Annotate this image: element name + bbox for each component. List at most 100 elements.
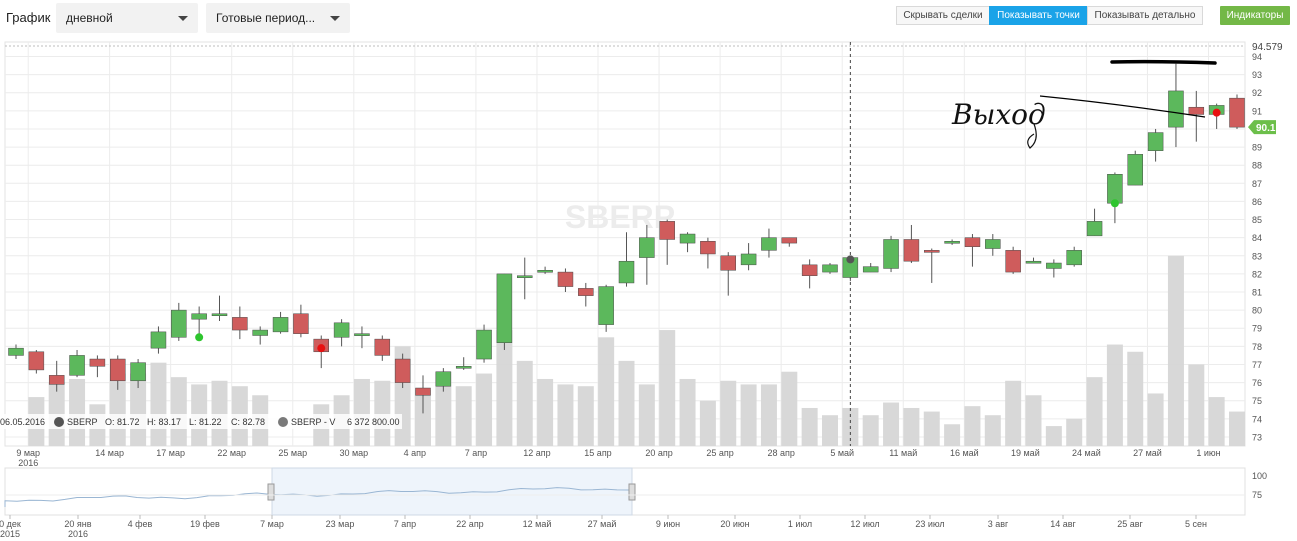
navigator-x-label: 27 май xyxy=(588,519,617,529)
navigator-y-label: 100 xyxy=(1252,471,1267,481)
navigator-year-label: 2016 xyxy=(68,529,88,539)
candle-body xyxy=(517,275,533,278)
candle-body xyxy=(415,387,431,396)
x-tick-label: 15 апр xyxy=(584,448,611,458)
candle-body xyxy=(903,239,920,262)
volume-bar xyxy=(1106,344,1123,446)
navigator-x-label: 20 июн xyxy=(720,519,749,529)
chevron-down-icon xyxy=(330,16,340,21)
candle-body xyxy=(822,264,838,273)
x-tick-label: 7 апр xyxy=(465,448,487,458)
x-tick-label: 14 мар xyxy=(95,448,124,458)
candle-body xyxy=(944,241,960,244)
y-tick-label: 80 xyxy=(1252,306,1262,316)
candle-body xyxy=(720,255,736,271)
volume-bar xyxy=(638,384,655,446)
navigator-right-handle xyxy=(628,483,636,501)
candle-body xyxy=(69,355,85,376)
show-detail-button[interactable]: Показывать детально xyxy=(1087,6,1203,25)
x-tick-label: 4 апр xyxy=(404,448,426,458)
ticker-dot-icon xyxy=(54,417,64,427)
candle-body xyxy=(435,371,452,387)
volume-bar xyxy=(1127,351,1144,446)
drawn-scribble xyxy=(1027,123,1037,149)
candle-body xyxy=(1127,154,1143,186)
volume-bar xyxy=(1167,255,1184,446)
x-tick-label: 12 апр xyxy=(523,448,550,458)
candle-body xyxy=(761,237,777,251)
info-bar-bg xyxy=(0,414,402,429)
volume-bar xyxy=(150,362,167,446)
volume-bar xyxy=(781,371,798,446)
candle-body xyxy=(578,288,594,296)
candle-body xyxy=(252,329,268,336)
navigator-x-label: 12 май xyxy=(523,519,552,529)
candle-body xyxy=(964,237,981,247)
x-tick-label: 9 мар xyxy=(16,448,40,458)
volume-bar xyxy=(1229,411,1245,446)
candle-body xyxy=(272,317,289,333)
volume-bar xyxy=(69,378,86,446)
info-bar: 06.05.2016 SBERP O: 81.72 H: 83.17 L: 81.22 C… xyxy=(0,414,402,429)
candle-body xyxy=(659,221,675,240)
signal-point xyxy=(1110,199,1119,208)
annotation-exit: Выход xyxy=(951,98,1046,131)
signal-point xyxy=(317,344,326,353)
x-tick-label: 27 май xyxy=(1133,448,1162,458)
candle-body xyxy=(191,313,207,320)
y-tick-label: 94 xyxy=(1252,52,1262,62)
y-tick-label: 93 xyxy=(1252,70,1262,80)
volume-bar xyxy=(618,360,635,446)
info-ticker: SBERP xyxy=(67,417,98,427)
y-tick-label: 91 xyxy=(1252,106,1262,116)
volume-bar xyxy=(659,330,676,446)
candle-body xyxy=(700,241,716,255)
candle-body xyxy=(740,253,757,266)
volume-bar xyxy=(699,400,716,446)
x-tick-label: 20 апр xyxy=(645,448,672,458)
volume-bar xyxy=(211,380,228,446)
info-volume-value: 6 372 800.00 xyxy=(347,417,400,427)
volume-bar xyxy=(374,380,391,446)
indicators-button[interactable]: Индикаторы xyxy=(1220,6,1290,25)
candle-body xyxy=(1147,132,1164,151)
y-tick-label: 89 xyxy=(1252,143,1262,153)
navigator-x-label: 23 мар xyxy=(326,519,355,529)
candle-body xyxy=(537,270,553,273)
volume-bar xyxy=(1086,377,1103,446)
current-price-tag xyxy=(1248,120,1276,135)
candle-body xyxy=(618,260,635,284)
navigator-series xyxy=(4,487,630,507)
volume-bar xyxy=(598,337,615,446)
volume-bar xyxy=(1005,380,1022,446)
candle-body xyxy=(862,266,879,273)
candle-body xyxy=(598,286,614,325)
candle-body xyxy=(557,271,574,287)
candle-body xyxy=(924,250,940,253)
volume-bar xyxy=(1066,418,1083,446)
candle-body xyxy=(639,237,655,258)
x-tick-label: 28 апр xyxy=(767,448,794,458)
period-select[interactable]: дневной xyxy=(56,3,198,33)
show-points-button[interactable]: Показывать точки xyxy=(989,6,1088,25)
y-tick-label: 87 xyxy=(1252,179,1262,189)
volume-bar xyxy=(964,406,981,446)
preset-select[interactable]: Готовые период... xyxy=(206,3,350,33)
x-tick-label: 30 мар xyxy=(339,448,368,458)
navigator-x-label: 1 июл xyxy=(788,519,812,529)
volume-bar xyxy=(883,402,900,446)
candle-body xyxy=(394,358,411,383)
volume-dot-icon xyxy=(278,417,288,427)
volume-bar xyxy=(476,373,493,446)
x-tick-label: 25 мар xyxy=(278,448,307,458)
navigator-x-label: 14 авг xyxy=(1050,519,1076,529)
candle-body xyxy=(1168,90,1184,128)
info-low: L: 81.22 xyxy=(189,417,222,427)
drawn-resistance-line xyxy=(1110,59,1217,65)
y-tick-label: 76 xyxy=(1252,378,1262,388)
volume-bar xyxy=(516,360,533,446)
volume-bar xyxy=(170,377,187,446)
volume-bar xyxy=(801,407,818,446)
watermark: SBERP xyxy=(565,199,675,235)
